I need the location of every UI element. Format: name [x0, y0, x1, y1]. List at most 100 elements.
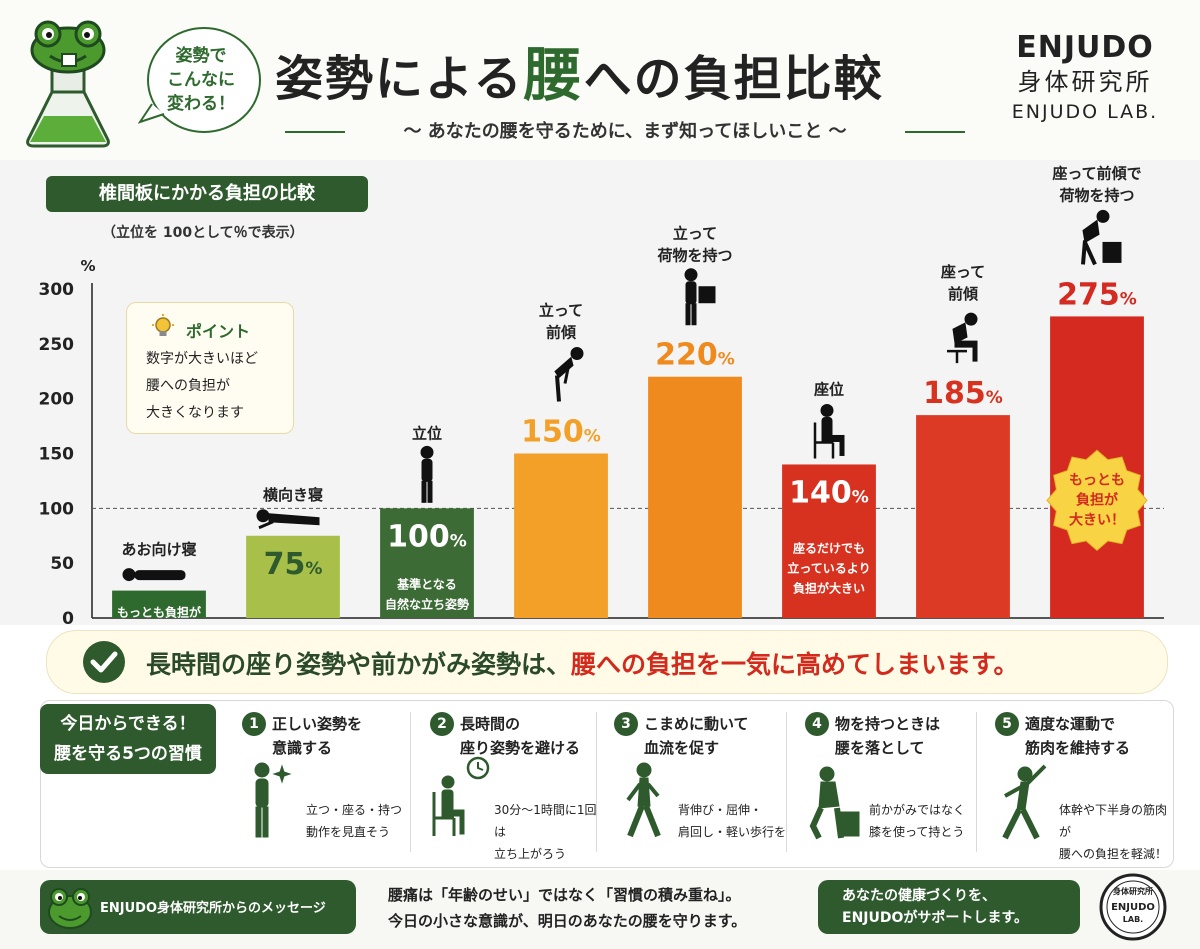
body	[952, 322, 968, 344]
habit-desc: 30分〜1時間に1回は 立ち上がろう	[494, 803, 597, 861]
legs	[1002, 808, 1040, 840]
body	[255, 778, 269, 808]
bar	[916, 415, 1010, 618]
y-tick-label: 300	[39, 280, 75, 300]
shin	[459, 811, 465, 835]
check-circle-icon	[83, 641, 125, 683]
page-title: 姿勢による腰への負担比較	[275, 28, 975, 112]
habit-divider	[786, 712, 787, 852]
value-unit: %	[718, 350, 735, 370]
sparkle	[272, 764, 292, 784]
subtitle: 〜 あなたの腰を守るために、まず知ってほしいこと 〜	[403, 121, 847, 142]
brand-name: ENJUDO	[1016, 30, 1154, 65]
chair	[432, 792, 456, 836]
head	[420, 445, 434, 459]
head	[254, 762, 270, 778]
light-bulb-icon	[152, 314, 174, 336]
habit-number: 3	[614, 712, 638, 736]
category-label: 立って	[673, 225, 717, 243]
leg	[262, 806, 269, 838]
chart-label: 椎間板にかかる負担の比較	[46, 176, 368, 212]
habit-desc: 前かがみではなく 膝を使って持とう	[869, 803, 966, 839]
seal-top: 身体研究所	[1113, 886, 1153, 896]
head	[1017, 766, 1033, 782]
footer-badge	[40, 880, 356, 934]
leg	[555, 375, 561, 402]
leg	[427, 480, 433, 503]
arm	[563, 363, 571, 384]
arm	[258, 520, 274, 530]
bar	[246, 535, 340, 618]
head	[122, 568, 136, 582]
box	[698, 286, 716, 304]
habit-item: 5 適度な運動で 筋肉を維持する 体幹や下半身の筋肉が 腰への負担を軽減！	[995, 704, 1167, 861]
head	[1096, 209, 1110, 223]
point-text: 数字が大きいほど 腰への負担が 大きくなります	[146, 351, 258, 421]
subtitle-row: 〜 あなたの腰を守るために、まず知ってほしいこと 〜	[285, 117, 965, 145]
body	[685, 281, 697, 305]
posture-figure-icon	[554, 347, 584, 402]
legs	[627, 804, 661, 838]
posture-figure-icon	[684, 268, 716, 326]
body	[421, 458, 433, 482]
bar-chart: %050100150200250300もっとも負担が少ない姿勢あお向け寝75%横…	[39, 164, 1164, 625]
subtitle-line-left	[285, 131, 345, 133]
bar	[648, 376, 742, 618]
bar-note: 基準となる	[396, 576, 457, 591]
posture-figure-icon	[122, 568, 186, 582]
value-label: 275%	[1057, 277, 1137, 312]
legs	[809, 806, 844, 840]
bar	[112, 590, 206, 618]
habit-number: 1	[242, 712, 266, 736]
frog-logo-icon	[48, 888, 92, 929]
stretching-icon	[1002, 764, 1047, 840]
chart-note: （立位を 100として％で表示）	[102, 225, 304, 241]
habit-item: 3 こまめに動いて 血流を促す 背伸び・屈伸・ 肩回し・軽い歩行を	[614, 704, 786, 854]
habit-number: 5	[995, 712, 1019, 736]
habit-title: 長時間の 座り姿勢を避ける	[460, 715, 581, 757]
habits-label: 今日からできる！ 腰を守る5つの習慣	[40, 704, 216, 774]
bar-note: 負担が大きい	[793, 580, 865, 595]
posture-figure-icon	[947, 312, 978, 364]
habit-title: こまめに動いて 血流を促す	[644, 715, 749, 757]
message-bar	[46, 630, 1168, 694]
value-label: 220%	[655, 338, 735, 373]
title-highlight: 腰	[523, 41, 584, 109]
value-unit: %	[305, 559, 322, 579]
footer-support-box: あなたの健康づくりを、 ENJUDOがサポートします。	[818, 880, 1080, 934]
bar	[380, 508, 474, 618]
chair	[813, 422, 835, 459]
head	[636, 762, 652, 778]
brand-lab: ENJUDO LAB.	[1011, 101, 1159, 123]
bar-note: 立っているより	[787, 560, 870, 575]
head	[570, 347, 584, 360]
standing-posture-icon	[254, 762, 292, 838]
leg	[421, 480, 427, 503]
title-after: への負担比較	[583, 51, 884, 107]
message-text: 長時間の座り姿勢や前かがみ姿勢は、腰への負担を一気に高めてしまいます。	[146, 645, 1019, 681]
box	[1102, 241, 1122, 263]
category-label: 前傾	[948, 285, 979, 303]
value-label: 185%	[923, 376, 1003, 411]
habit-item: 1 正しい姿勢を 意識する 立つ・座る・持つ 動作を見直そう	[242, 704, 407, 854]
category-label: 荷物を持つ	[657, 247, 732, 265]
habit-item: 4 物を持つときは 腰を落として 前かがみではなく 膝を使って持とう	[805, 704, 970, 854]
body	[1082, 219, 1100, 244]
value-unit: %	[1120, 289, 1137, 309]
category-label: 前傾	[546, 324, 577, 342]
category-label: あお向け寝	[121, 541, 196, 559]
y-tick-label: 150	[39, 445, 75, 465]
value-unit: %	[986, 388, 1003, 408]
posture-figure-icon	[256, 509, 320, 530]
body	[554, 356, 574, 379]
seal-stamp-icon: 身体研究所 ENJUDO LAB.	[1099, 873, 1167, 941]
habit-number: 4	[805, 712, 829, 736]
leg	[685, 303, 691, 326]
bar-note: 自然な立ち姿勢	[385, 596, 469, 611]
head	[964, 312, 978, 326]
clock-hands	[477, 762, 484, 771]
point-title: ポイント	[186, 322, 251, 341]
bar-note: 座るだけでも	[792, 540, 865, 555]
arms	[1004, 764, 1047, 798]
body	[134, 570, 186, 581]
